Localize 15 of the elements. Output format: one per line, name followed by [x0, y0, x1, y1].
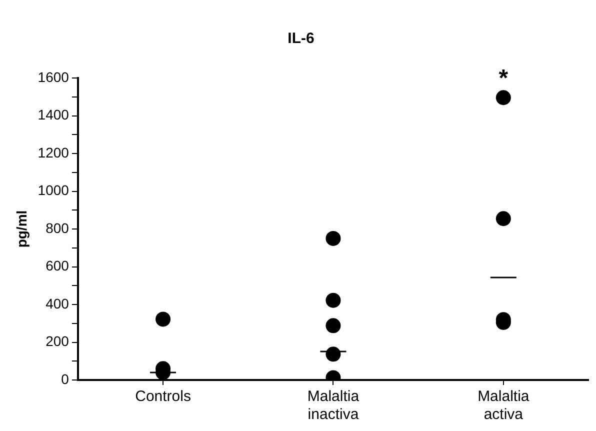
x-tick-label: Malaltia activa [478, 388, 530, 424]
x-tick-label: Controls [135, 388, 191, 406]
y-tick-label: 1600 [38, 68, 70, 85]
chart-title: IL-6 [288, 30, 314, 48]
y-tick-label: 1400 [38, 106, 70, 123]
y-tick-label: 400 [46, 295, 70, 312]
y-tick-label: 0 [61, 370, 70, 387]
y-tick-label: 1200 [38, 144, 70, 160]
y-tick-label: 600 [46, 258, 70, 274]
y-axis-title: pg/ml [13, 210, 30, 248]
x-tick-label: Malaltia inactiva [307, 388, 360, 424]
y-tick-label: 200 [46, 333, 70, 350]
y-tick-label: 1000 [38, 182, 70, 198]
annotation: * [498, 65, 509, 92]
y-tick-label: 800 [46, 220, 70, 236]
